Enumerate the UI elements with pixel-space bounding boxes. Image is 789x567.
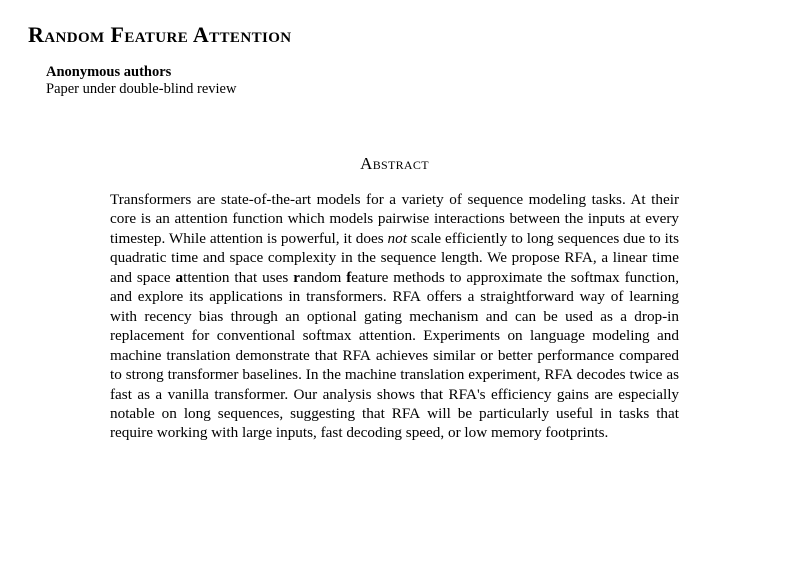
abstract-segment: RFA: [564, 249, 592, 266]
abstract-text: Transformers are state-of-the-art models…: [110, 190, 679, 443]
abstract-segment: a: [176, 269, 184, 286]
abstract-segment: ttention that uses: [183, 269, 293, 286]
abstract-segment: not: [388, 230, 407, 247]
paper-title: Random Feature Attention: [28, 22, 761, 48]
authors-block: Anonymous authors Paper under double-bli…: [46, 64, 761, 98]
abstract-segment: RFA: [392, 288, 420, 305]
abstract-segment: RFA: [449, 386, 477, 403]
abstract-segment: RFA: [342, 347, 370, 364]
authors-name: Anonymous authors: [46, 64, 761, 81]
abstract-segment: RFA: [392, 405, 420, 422]
authors-note: Paper under double-blind review: [46, 81, 761, 98]
abstract-segment: RFA: [544, 366, 572, 383]
abstract-segment: andom: [300, 269, 346, 286]
abstract-heading: Abstract: [28, 154, 761, 174]
abstract-segment: r: [293, 269, 300, 286]
